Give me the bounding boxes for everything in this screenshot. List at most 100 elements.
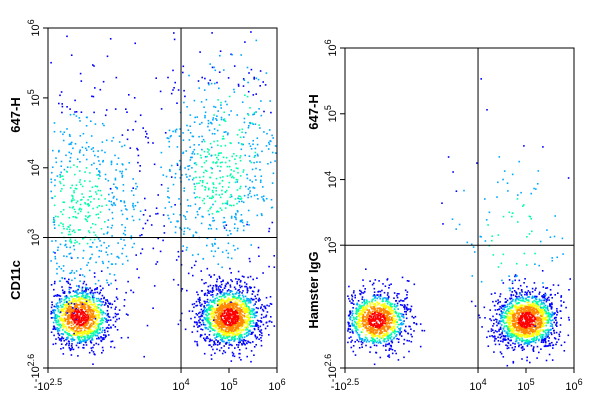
event-dot <box>221 314 224 317</box>
event-dot <box>247 126 250 129</box>
event-dot <box>72 318 74 321</box>
event-dot <box>82 311 84 313</box>
event-dot <box>196 196 198 198</box>
event-dot <box>231 302 233 304</box>
event-dot <box>113 195 115 198</box>
event-dot <box>183 190 185 192</box>
event-dot <box>262 186 264 188</box>
event-dot <box>252 290 255 293</box>
event-dot <box>384 285 387 287</box>
event-dot <box>69 156 72 159</box>
event-dot <box>354 320 356 323</box>
event-dot <box>221 138 224 140</box>
event-dot <box>406 291 409 293</box>
event-dot <box>231 329 234 332</box>
event-dot <box>65 305 67 308</box>
event-dot <box>211 293 214 296</box>
event-dot <box>229 329 231 331</box>
event-dot <box>218 124 221 126</box>
event-dot <box>69 187 72 189</box>
event-dot <box>214 299 216 302</box>
event-dot <box>74 303 76 305</box>
event-dot <box>262 198 264 200</box>
event-dot <box>390 305 392 307</box>
event-dot <box>71 315 74 318</box>
event-dot <box>251 325 254 328</box>
event-dot <box>199 302 201 304</box>
event-dot <box>350 341 352 343</box>
event-dot <box>259 70 262 72</box>
event-dot <box>52 311 55 314</box>
event-dot <box>53 122 56 124</box>
event-dot <box>383 333 386 336</box>
event-dot <box>216 297 218 299</box>
event-dot <box>63 325 65 328</box>
event-dot <box>373 344 376 347</box>
event-dot <box>384 321 387 324</box>
event-dot <box>360 290 362 293</box>
event-dot <box>215 307 218 310</box>
event-dot <box>359 337 361 339</box>
event-dot <box>121 176 124 178</box>
event-dot <box>68 321 71 323</box>
event-dot <box>208 334 211 336</box>
event-dot <box>240 280 242 282</box>
event-dot <box>228 314 230 317</box>
event-dot <box>202 258 204 260</box>
event-dot <box>230 195 233 198</box>
event-dot <box>365 301 367 303</box>
event-dot <box>70 306 73 308</box>
event-dot <box>64 330 66 333</box>
event-dot <box>196 343 199 345</box>
event-dot <box>111 192 114 194</box>
event-dot <box>270 321 273 323</box>
event-dot <box>89 326 91 329</box>
event-dot <box>228 328 231 330</box>
event-dot <box>65 327 68 330</box>
event-dot <box>184 95 186 98</box>
event-dot <box>83 305 85 308</box>
event-dot <box>229 286 232 288</box>
event-dot <box>197 326 199 328</box>
event-dot <box>97 198 100 200</box>
event-dot <box>351 295 354 298</box>
event-dot <box>97 306 100 309</box>
event-dot <box>120 238 122 240</box>
event-dot <box>379 294 382 297</box>
event-dot <box>97 150 99 152</box>
event-dot <box>99 329 102 331</box>
event-dot <box>222 326 225 328</box>
event-dot <box>98 255 100 258</box>
event-dot <box>220 145 222 147</box>
event-dot <box>242 136 245 138</box>
event-dot <box>204 326 206 329</box>
event-dot <box>351 298 353 300</box>
event-dot <box>247 196 249 199</box>
event-dot <box>394 321 397 323</box>
event-dot <box>96 300 98 302</box>
event-dot <box>368 340 370 343</box>
event-dot <box>101 322 104 324</box>
event-dot <box>245 303 247 305</box>
event-dot <box>241 101 244 103</box>
event-dot <box>357 333 360 336</box>
event-dot <box>264 307 267 310</box>
event-dot <box>99 88 102 91</box>
event-dot <box>371 339 373 342</box>
event-dot <box>232 330 234 332</box>
event-dot <box>273 266 276 268</box>
event-dot <box>223 309 226 312</box>
event-dot <box>381 324 383 326</box>
event-dot <box>239 155 242 157</box>
event-dot <box>351 339 353 342</box>
event-dot <box>74 291 76 293</box>
event-dot <box>141 248 144 250</box>
event-dot <box>234 306 237 308</box>
event-dot <box>83 290 85 292</box>
event-dot <box>513 348 516 351</box>
event-dot <box>260 332 263 334</box>
event-dot <box>250 333 252 335</box>
event-dot <box>196 330 199 333</box>
event-dot <box>218 334 221 337</box>
event-dot <box>79 339 81 341</box>
